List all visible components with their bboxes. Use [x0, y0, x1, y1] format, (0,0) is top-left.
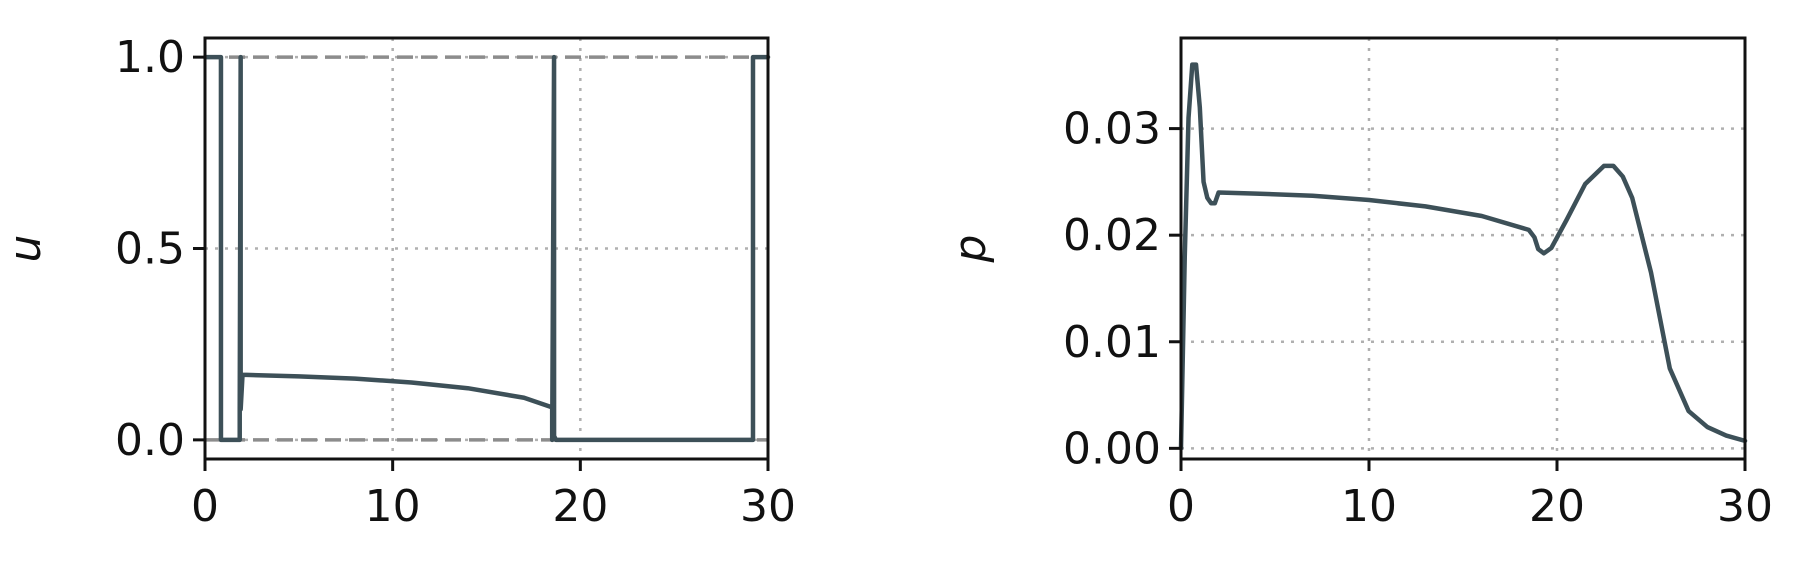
p-x-tick-label: 20 [1529, 481, 1585, 532]
p-x-tick-label: 10 [1341, 481, 1397, 532]
p-y-tick-label: 0.01 [1063, 317, 1161, 368]
u-x-tick-label: 10 [365, 481, 421, 532]
u-y-tick-label: 0.5 [115, 224, 185, 275]
panel-u: 0 10 20 30 0.0 0.5 1.0 u [0, 32, 796, 532]
p-x-tick-label: 30 [1717, 481, 1773, 532]
p-y-axis-label: p [945, 235, 996, 264]
u-y-tick-label: 0.0 [115, 415, 185, 466]
p-axes-frame [1179, 36, 1747, 461]
u-x-tick-label: 0 [191, 481, 219, 532]
u-y-axis-label: u [0, 235, 51, 263]
p-x-tick-label: 0 [1167, 481, 1195, 532]
u-x-tick-label: 20 [552, 481, 608, 532]
p-y-tick-label: 0.02 [1063, 210, 1161, 261]
panel-p: 0 10 20 30 0.00 0.01 0.02 0.03 p [945, 36, 1773, 532]
u-y-tick-label: 1.0 [115, 32, 185, 83]
p-series-line-0 [1178, 62, 1748, 451]
u-x-tick-label: 30 [740, 481, 796, 532]
p-y-tick-label: 0.03 [1063, 104, 1161, 155]
u-series-line-0 [202, 54, 771, 443]
p-y-tick-label: 0.00 [1063, 423, 1161, 474]
